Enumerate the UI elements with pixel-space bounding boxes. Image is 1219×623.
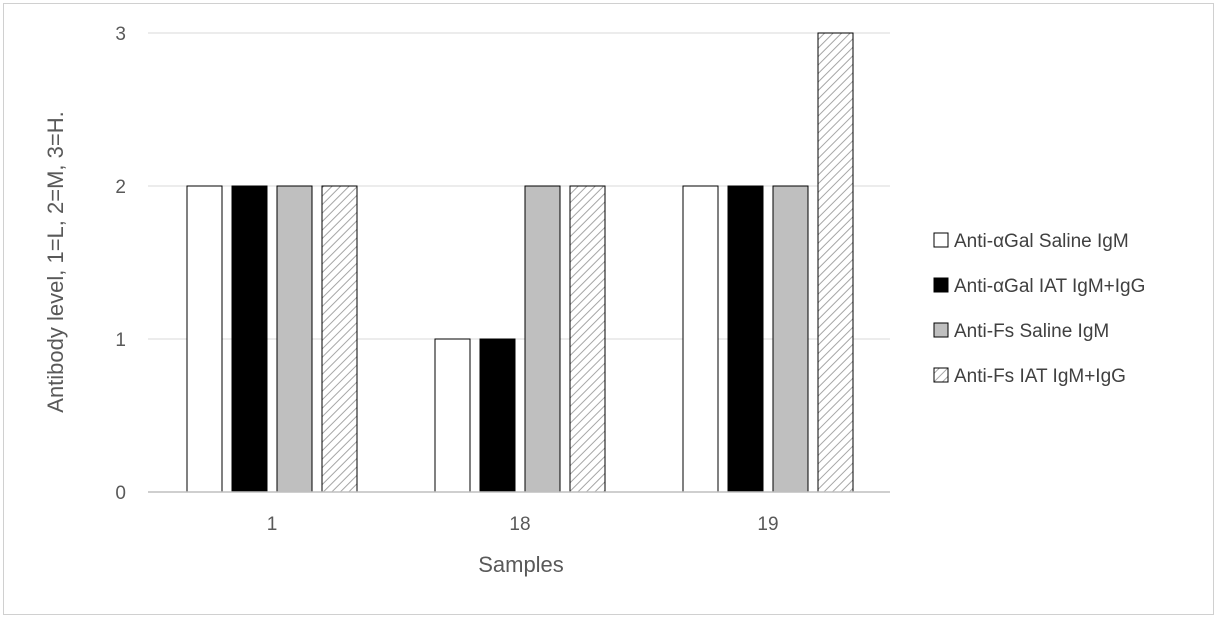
legend-swatch [933, 322, 949, 338]
y-tick-label: 0 [115, 483, 126, 504]
x-tick-label: 18 [509, 514, 530, 535]
bar-series-1-cat-18 [434, 338, 471, 493]
legend: Anti-αGal Saline IgM Anti-αGal IAT IgM+Ig… [933, 231, 1145, 387]
legend-label: Anti-αGal Saline IgM [954, 231, 1129, 252]
legend-swatch [933, 367, 949, 383]
bar-series-3-cat-18 [524, 185, 561, 493]
x-axis-title: Samples [478, 552, 564, 577]
axes: 0 1 2 3 1 18 19 [115, 24, 890, 535]
legend-label: Anti-Fs Saline IgM [954, 321, 1109, 342]
bar-series-2-cat-19 [727, 185, 764, 493]
y-tick-label: 2 [115, 177, 126, 198]
bar-series-4-cat-1 [321, 185, 358, 493]
legend-swatch [933, 277, 949, 293]
legend-label: Anti-αGal IAT IgM+IgG [954, 276, 1145, 297]
bar-series-2-cat-1 [231, 185, 268, 493]
bars [186, 32, 854, 493]
y-axis-title: Antibody level, 1=L, 2=M, 3=H. [43, 111, 68, 412]
x-tick-label: 1 [267, 514, 278, 535]
bar-series-4-cat-18 [569, 185, 606, 493]
bar-series-3-cat-1 [276, 185, 313, 493]
bar-series-1-cat-19 [682, 185, 719, 493]
x-tick-label: 19 [757, 514, 778, 535]
y-tick-label: 3 [115, 24, 126, 45]
bar-series-4-cat-19 [817, 32, 854, 493]
bar-series-3-cat-19 [772, 185, 809, 493]
gridlines [148, 32, 890, 340]
y-tick-label: 1 [115, 330, 126, 351]
bar-series-2-cat-18 [479, 338, 516, 493]
legend-label: Anti-Fs IAT IgM+IgG [954, 366, 1126, 387]
legend-swatch [933, 232, 949, 248]
bar-series-1-cat-1 [186, 185, 223, 493]
